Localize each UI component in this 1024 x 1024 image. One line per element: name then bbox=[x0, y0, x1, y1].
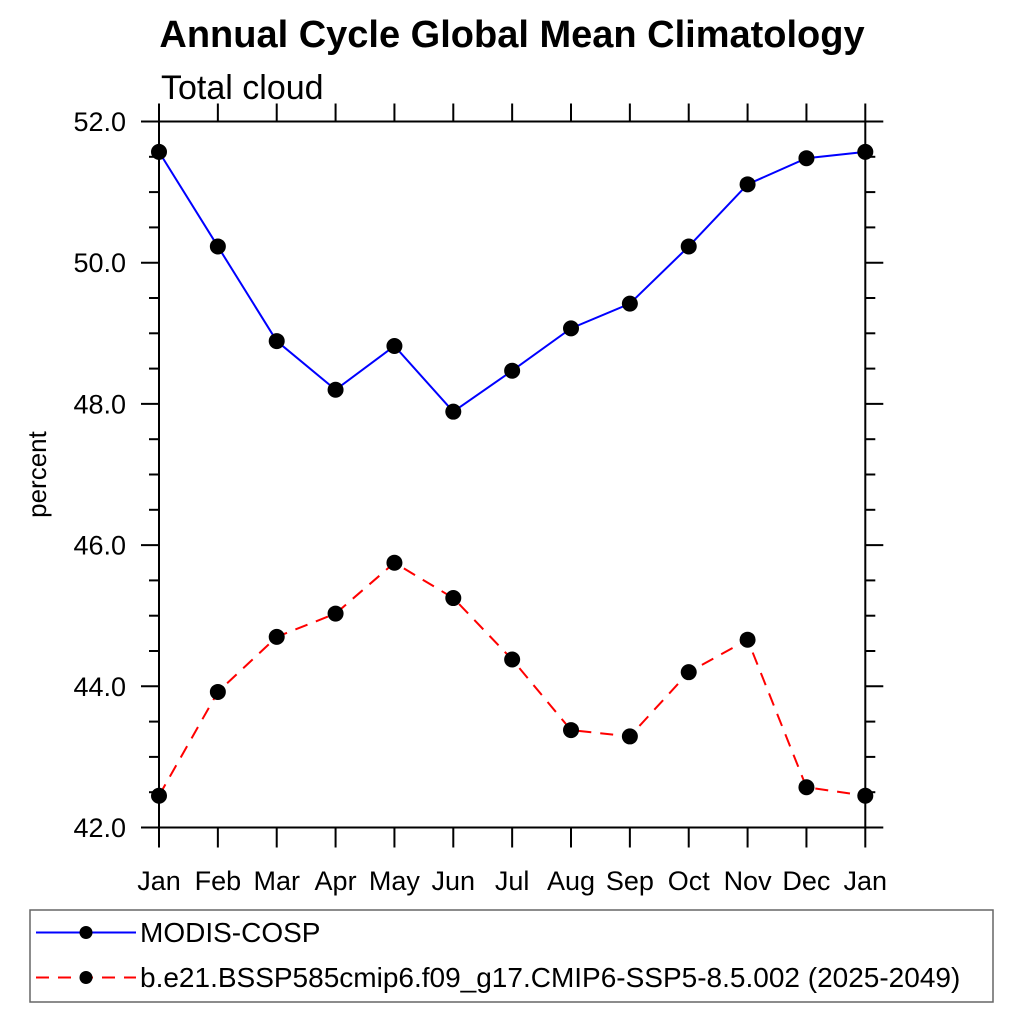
y-tick-label: 52.0 bbox=[73, 107, 126, 137]
data-point-marker bbox=[151, 143, 167, 160]
y-axis-label: percent bbox=[22, 430, 52, 517]
x-tick-label: May bbox=[369, 866, 421, 896]
data-point-marker bbox=[563, 722, 580, 739]
x-tick-label: Mar bbox=[253, 866, 300, 896]
plot-axes: 42.0 44.0 46.0 48.0 50.0 52.0 Jan Feb Mar Apr May J… bbox=[73, 103, 888, 896]
data-point-marker bbox=[268, 628, 285, 645]
data-point-marker bbox=[857, 787, 874, 804]
data-point-marker bbox=[680, 664, 697, 681]
series-line-b-e21-bssp585cmip6-f09-g bbox=[158, 561, 866, 797]
data-point-marker bbox=[739, 631, 756, 648]
data-point-marker bbox=[445, 403, 462, 420]
data-point-marker bbox=[268, 333, 285, 350]
x-tick-label: Jul bbox=[495, 866, 530, 896]
x-tick-label: Sep bbox=[606, 866, 654, 896]
data-point-marker bbox=[151, 787, 167, 804]
data-point-marker bbox=[798, 150, 815, 167]
x-tick-label: Apr bbox=[315, 866, 357, 896]
data-point-marker bbox=[386, 338, 403, 355]
legend-marker bbox=[79, 971, 93, 984]
x-tick-label: Jan bbox=[137, 866, 181, 896]
plot-border bbox=[158, 120, 867, 829]
data-point-marker bbox=[209, 683, 226, 700]
y-tick-label: 42.0 bbox=[73, 813, 126, 843]
y-tick-label: 46.0 bbox=[73, 531, 126, 561]
data-point-marker bbox=[445, 590, 462, 607]
data-point-marker bbox=[680, 238, 697, 255]
legend-box: MODIS-COSP b.e21.BSSP585cmip6.f09_g17.CMI… bbox=[29, 909, 994, 1003]
x-tick-label: Aug bbox=[547, 866, 595, 896]
x-tick-label: Jun bbox=[432, 866, 476, 896]
x-tick-label: Dec bbox=[782, 866, 830, 896]
data-point-marker bbox=[739, 176, 756, 193]
data-point-marker bbox=[504, 362, 521, 379]
data-series bbox=[151, 143, 874, 804]
data-point-marker bbox=[798, 779, 815, 796]
data-point-marker bbox=[563, 320, 580, 337]
data-point-marker bbox=[857, 143, 874, 160]
x-tick-label: Jan bbox=[844, 866, 888, 896]
data-point-marker bbox=[621, 728, 638, 745]
x-tick-label: Oct bbox=[668, 866, 711, 896]
y-tick-label: 50.0 bbox=[73, 248, 126, 278]
legend-marker bbox=[79, 926, 93, 939]
data-point-marker bbox=[504, 651, 521, 668]
legend-entry-label: MODIS-COSP bbox=[140, 917, 320, 948]
x-tick-label: Feb bbox=[195, 866, 242, 896]
data-point-marker bbox=[327, 605, 344, 622]
y-tick-label: 44.0 bbox=[73, 672, 126, 702]
chart-title: Annual Cycle Global Mean Climatology bbox=[159, 14, 864, 56]
chart-subtitle: Total cloud bbox=[161, 69, 324, 107]
data-point-marker bbox=[327, 381, 344, 398]
x-tick-label: Nov bbox=[724, 866, 773, 896]
legend-entry-label: b.e21.BSSP585cmip6.f09_g17.CMIP6-SSP5-8.… bbox=[140, 962, 960, 993]
data-point-marker bbox=[386, 554, 403, 571]
data-point-marker bbox=[621, 295, 638, 312]
legend-border bbox=[29, 909, 994, 1003]
y-tick-label: 48.0 bbox=[73, 389, 126, 419]
data-point-marker bbox=[209, 238, 226, 255]
